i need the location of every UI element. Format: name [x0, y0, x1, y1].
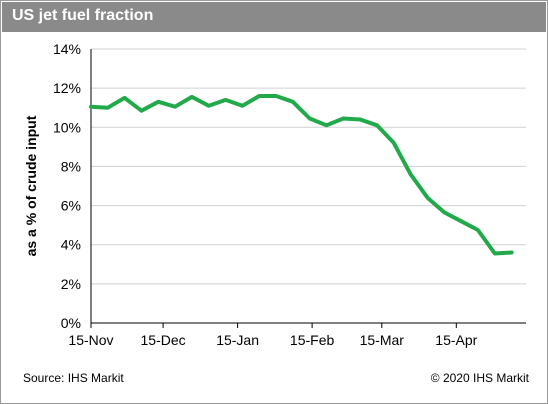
y-tick-label: 14% — [53, 41, 81, 57]
y-tick-label: 6% — [61, 198, 81, 214]
x-tick-label: 15-Nov — [68, 332, 113, 348]
series-line-jet-fuel — [89, 94, 514, 256]
y-tick-label: 12% — [53, 80, 81, 96]
x-tick-label: 15-Apr — [435, 332, 477, 348]
y-tick-label: 8% — [61, 158, 81, 174]
source-note: Source: IHS Markit — [23, 371, 124, 385]
title-bar: US jet fuel fraction — [2, 2, 546, 32]
copyright-note: © 2020 IHS Markit — [430, 371, 529, 385]
x-axis-ticks: 15-Nov 15-Dec 15-Jan 15-Feb 15-Mar 15-Apr — [68, 323, 478, 348]
x-tick-label: 15-Mar — [360, 332, 405, 348]
y-tick-label: 4% — [61, 237, 81, 253]
gridlines — [91, 48, 526, 285]
y-axis-ticks: 0% 2% 4% 6% 8% 10% 12% 14% — [53, 41, 81, 331]
y-tick-label: 0% — [61, 315, 81, 331]
x-tick-label: 15-Dec — [141, 332, 186, 348]
chart-title: US jet fuel fraction — [12, 7, 154, 24]
y-tick-label: 2% — [61, 276, 81, 292]
y-axis-label: as a % of crude input — [23, 115, 39, 256]
x-tick-label: 15-Feb — [290, 332, 335, 348]
y-tick-label: 10% — [53, 119, 81, 135]
x-tick-label: 15-Jan — [216, 332, 259, 348]
